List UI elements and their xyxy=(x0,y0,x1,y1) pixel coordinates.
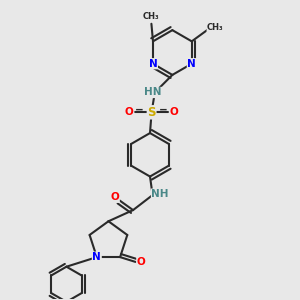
Text: O: O xyxy=(125,107,134,117)
Text: =: = xyxy=(159,106,168,116)
Text: NH: NH xyxy=(152,189,169,199)
Text: O: O xyxy=(137,257,146,267)
Text: N: N xyxy=(92,252,101,262)
Text: =: = xyxy=(135,106,144,116)
Text: CH₃: CH₃ xyxy=(143,12,160,21)
Text: N: N xyxy=(148,59,158,69)
Text: N: N xyxy=(188,59,196,69)
Text: S: S xyxy=(147,106,156,119)
Text: O: O xyxy=(110,192,119,202)
Text: O: O xyxy=(169,107,178,117)
Text: HN: HN xyxy=(144,88,162,98)
Text: CH₃: CH₃ xyxy=(207,23,224,32)
